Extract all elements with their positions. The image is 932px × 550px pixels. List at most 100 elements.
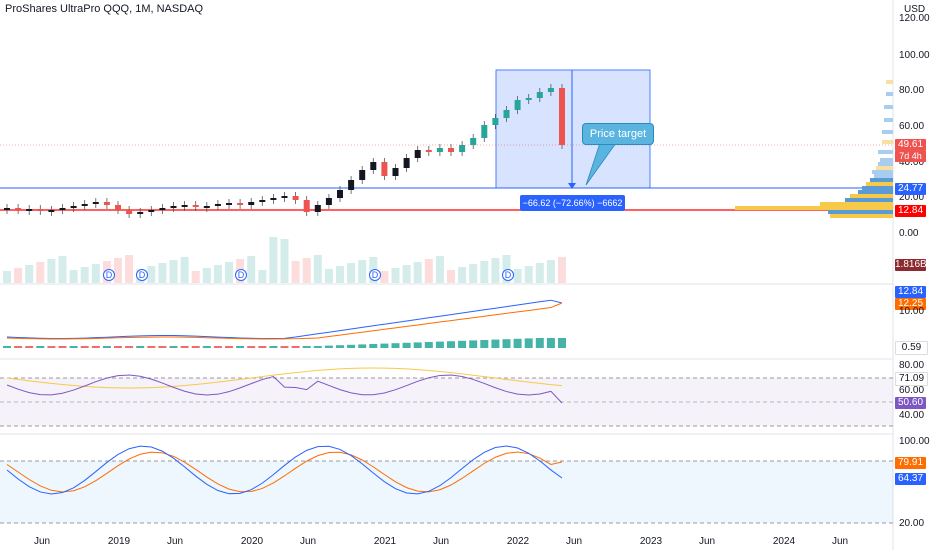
volume-bar [458,267,467,283]
macd-histogram [3,338,566,348]
dividend-marker[interactable]: D [136,269,148,281]
macd-histogram-bar [102,346,111,348]
candle-body [314,205,321,212]
candle-body [70,206,77,208]
macd-histogram-bar [435,341,444,348]
candle-body [259,200,266,202]
price-axis-label: 20.00 [899,192,925,203]
macd-histogram-bar [413,342,422,348]
macd-histogram-bar [202,346,211,348]
volume-bar [3,271,11,283]
volume-bar [302,258,311,283]
volume-bar [336,266,344,283]
volume-bar [447,270,455,283]
macd-histogram-bar [380,343,389,348]
volume-bar [114,258,122,283]
candle-body [448,148,454,152]
candle-body [525,98,532,100]
volume-bar [435,256,444,283]
volume-bar [380,271,389,283]
volume-bar [291,261,300,283]
macd-histogram-bar [169,346,178,348]
candle-body [159,208,166,210]
macd-histogram-bar [491,339,500,348]
candle-body [359,170,366,180]
candle-body [48,210,55,212]
volume-bar [347,263,356,283]
candle-body [248,202,255,205]
candle-body [514,100,521,110]
volume-bar [25,265,34,283]
candle-body [370,162,377,170]
volume-bar [125,255,134,283]
candle-body [337,190,343,198]
macd-histogram-bar [125,346,134,348]
macd-histogram-bar [324,345,333,348]
macd-histogram-bar [47,346,56,348]
macd-panel[interactable] [3,299,566,348]
price-target-callout[interactable]: Price target [582,123,654,145]
macd-signal-line [6,302,563,340]
lower-level-badge: 12.84 [895,205,926,217]
dividend-marker[interactable]: D [103,269,115,281]
time-axis-label: 2021 [373,536,397,547]
macd-axis-label: 10.00 [899,306,925,317]
macd-histogram-bar [136,346,145,348]
macd-histogram-bar [502,339,511,348]
rsi-axis-label: 40.00 [899,410,925,421]
dividend-marker[interactable]: D [235,269,247,281]
macd-histogram-bar [313,346,322,348]
candle-body [459,145,466,152]
volume-bar [558,257,566,283]
macd-histogram-bar [424,342,433,348]
volume-bar [180,257,189,283]
macd-histogram-bar [336,345,344,348]
macd-histogram-bar [69,346,78,348]
rsi-value-badge: 50.60 [895,397,926,409]
candle-body [226,203,232,205]
volume-bar [491,258,500,283]
candle-body [59,208,66,210]
macd-histogram-bar [3,346,11,348]
dividend-marker[interactable]: D [369,269,381,281]
macd-histogram-bar [291,346,300,348]
macd-histogram-bar [14,346,23,348]
dividend-marker[interactable]: D [502,269,514,281]
rsi-ma-line [6,367,563,389]
candle-body [292,196,299,200]
macd-histogram-bar [535,338,544,348]
volume-bar [535,263,544,283]
macd-histogram-bar [36,346,45,348]
volume-bar [391,268,400,283]
bar-countdown-badge: 7d 4h [895,151,926,162]
time-axis-label: 2019 [107,536,131,547]
volume-bar [524,266,533,283]
price-axis-label: 60.00 [899,121,925,132]
volume-badge: 1.816B [895,259,927,271]
candle-body [492,118,499,125]
time-axis-label: Jun [33,536,51,547]
candlestick-series[interactable] [4,84,565,218]
measure-arrow-head [568,183,576,189]
volume-bar [58,256,67,283]
macd-signal-badge: 12.25 [895,298,926,310]
volume-bar [469,264,478,283]
candle-body [425,150,432,152]
macd-histogram-bar [447,341,455,348]
macd-histogram-bar [513,338,522,348]
stochastic-panel[interactable] [0,445,893,524]
candle-body [170,206,177,208]
candle-body [481,125,488,138]
macd-histogram-bar [280,346,289,348]
volume-bar [247,256,256,283]
candle-body [203,206,210,208]
macd-histogram-bar [236,346,245,348]
macd-histogram-bar [458,340,467,348]
macd-histogram-bar [25,346,34,348]
upper-level-badge: 24.77 [895,183,926,195]
volume-bar [213,265,222,283]
rsi-panel[interactable] [0,367,893,427]
volume-bar [546,260,555,283]
